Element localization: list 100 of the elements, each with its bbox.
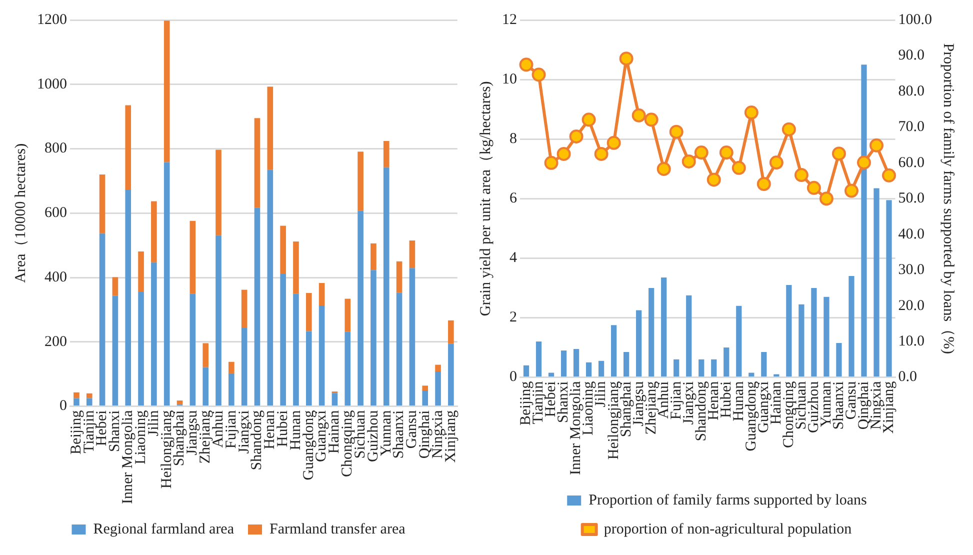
point — [806, 180, 821, 195]
y2-tick-label: 70.0 — [898, 119, 924, 136]
y2-tick-label: 100.0 — [898, 12, 932, 28]
bar — [573, 348, 580, 377]
y-tick-label: 0 — [60, 398, 67, 414]
bar — [125, 105, 132, 190]
y-axis-title: Area（10000 hectares) — [12, 143, 29, 283]
y-axis-title: Grain yield per unit area（kg/hectares) — [478, 81, 494, 316]
point — [756, 176, 771, 191]
bar — [254, 208, 260, 406]
bar — [112, 296, 118, 406]
x-tick-label: Beijing — [68, 410, 84, 454]
y-tick-label: 1200 — [37, 12, 67, 28]
bar — [648, 288, 654, 377]
point — [644, 112, 658, 127]
x-tick-label: Guizhou — [806, 380, 822, 433]
point — [856, 156, 871, 170]
y-tick-label: 10 — [502, 71, 517, 88]
y-tick-label: 400 — [44, 269, 67, 286]
y2-tick-label: 30.0 — [898, 262, 924, 278]
bar — [383, 141, 390, 168]
bar — [848, 276, 854, 377]
bar — [318, 282, 325, 306]
bar — [798, 304, 804, 377]
point — [669, 124, 684, 139]
bar — [674, 359, 680, 377]
y-tick-label: 600 — [44, 205, 67, 222]
bar — [736, 306, 742, 377]
bar — [86, 398, 92, 406]
bar — [383, 167, 390, 406]
point — [606, 136, 621, 150]
bar — [99, 233, 106, 406]
bar — [611, 325, 617, 377]
point — [719, 146, 734, 160]
y-tick-label: 8 — [510, 131, 517, 148]
bar — [560, 350, 567, 377]
bar — [586, 362, 592, 377]
y2-tick-label: 0.0 — [898, 369, 917, 386]
bar — [358, 152, 364, 211]
x-tick-label: Fujian — [223, 410, 240, 449]
bar — [636, 310, 642, 377]
bar — [86, 393, 92, 398]
bar — [293, 294, 299, 406]
bar — [99, 174, 106, 234]
y-tick-label: 0 — [510, 369, 517, 386]
legend-label: proportion of non-agricultural population — [604, 521, 852, 538]
bar — [396, 261, 402, 293]
bar — [318, 306, 325, 406]
bar — [74, 398, 80, 406]
bar — [164, 162, 170, 406]
point — [694, 146, 708, 160]
point — [732, 160, 746, 175]
bar — [435, 364, 441, 372]
x-tick-label: Guizhou — [365, 410, 382, 462]
y2-tick-label: 80.0 — [898, 83, 924, 100]
y-tick-label: 1000 — [37, 76, 67, 92]
bar — [216, 150, 222, 236]
bar — [164, 20, 170, 162]
bar — [306, 331, 312, 406]
bar — [435, 372, 441, 406]
x-tick-label: Beijing — [518, 380, 534, 426]
bar — [228, 362, 234, 374]
point — [844, 184, 858, 198]
y2-tick-label: 10.0 — [898, 333, 924, 350]
bar — [190, 220, 196, 294]
bar — [598, 360, 604, 377]
y-tick-label: 12 — [502, 12, 517, 28]
bar — [422, 390, 428, 406]
bar — [344, 332, 351, 406]
bar — [190, 294, 196, 406]
point — [632, 108, 646, 122]
bar — [202, 367, 208, 406]
bar — [151, 262, 157, 406]
y2-tick-label: 90.0 — [898, 48, 924, 64]
x-tick-label: Inner Mongolia — [568, 380, 584, 476]
x-tick-label: Shandong — [249, 410, 266, 470]
bar — [241, 328, 248, 406]
bar — [125, 190, 132, 406]
point — [594, 146, 608, 161]
bar — [761, 352, 767, 377]
bar — [267, 86, 274, 170]
bar — [280, 226, 286, 274]
bar — [409, 240, 416, 268]
bar — [74, 392, 80, 398]
y-tick-label: 800 — [44, 140, 67, 157]
bar — [536, 342, 542, 377]
point — [832, 146, 846, 161]
y2-tick-label: 20.0 — [898, 298, 924, 314]
bar — [748, 372, 754, 377]
point — [869, 138, 884, 152]
legend-label: Proportion of family farms supported by loans — [588, 492, 868, 508]
point — [706, 172, 721, 187]
y-tick-label: 2 — [510, 310, 517, 326]
x-tick-label: Qinghai — [417, 410, 434, 459]
bar — [661, 278, 667, 377]
x-tick-label: Shaanxi — [391, 410, 408, 459]
bar — [824, 296, 830, 377]
bar — [861, 64, 867, 377]
bar — [523, 365, 530, 377]
x-tick-label: Hubei — [718, 381, 734, 418]
